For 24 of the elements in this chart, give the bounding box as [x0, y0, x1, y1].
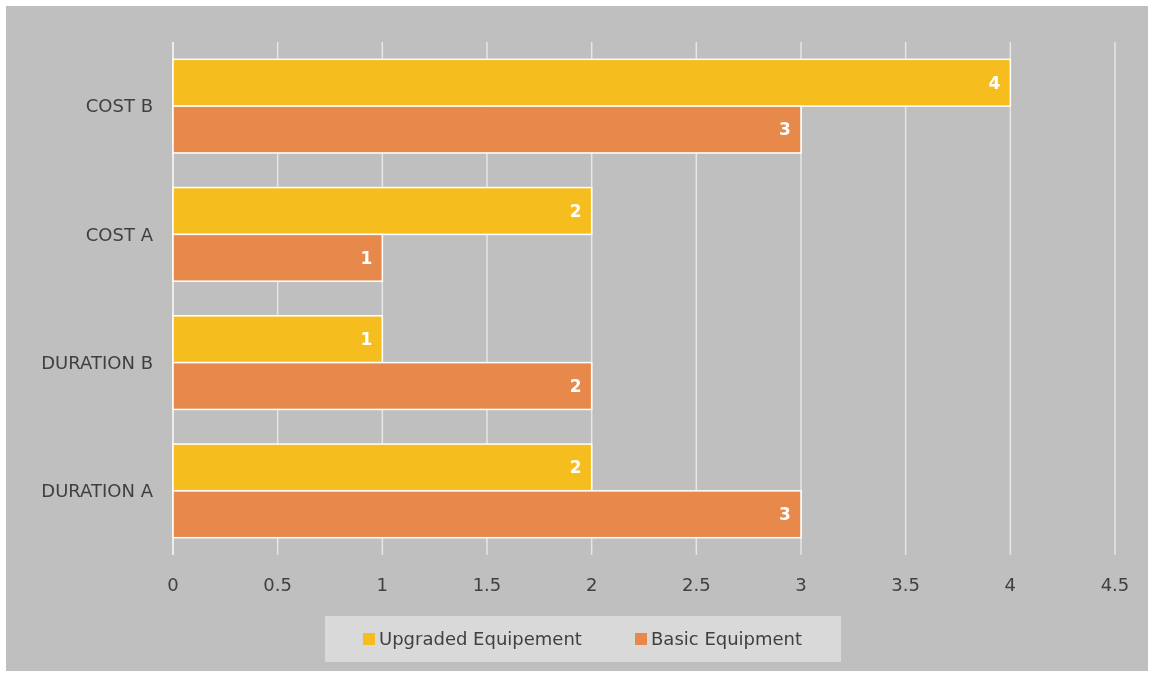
x-tick-label: 2	[585, 574, 598, 595]
x-tick-label: 0.5	[263, 574, 292, 595]
legend-label: Upgraded Equipement	[379, 628, 582, 650]
legend-label: Basic Equipment	[651, 628, 803, 650]
y-tick-label: COST A	[85, 223, 154, 245]
data-label: 1	[360, 247, 373, 268]
x-tick-label: 0	[167, 574, 179, 595]
data-label: 2	[569, 200, 582, 221]
data-label: 2	[569, 375, 582, 396]
x-tick-label: 3	[795, 574, 807, 595]
data-label: 2	[569, 457, 582, 478]
data-label: 4	[988, 72, 1001, 93]
x-tick-label: 2.5	[682, 574, 711, 595]
data-label: 3	[779, 119, 791, 140]
x-tick-label: 1	[376, 574, 389, 595]
x-tick-label: 3.5	[891, 574, 920, 595]
y-tick-label: COST B	[85, 95, 153, 117]
data-label: 1	[360, 329, 373, 350]
x-tick-label: 4.5	[1100, 574, 1130, 595]
y-tick-label: DURATION B	[41, 351, 153, 373]
x-tick-label: 4	[1004, 574, 1017, 595]
y-tick-label: DURATION A	[41, 480, 154, 502]
data-label: 3	[779, 504, 791, 525]
x-tick-label: 1.5	[472, 574, 502, 595]
